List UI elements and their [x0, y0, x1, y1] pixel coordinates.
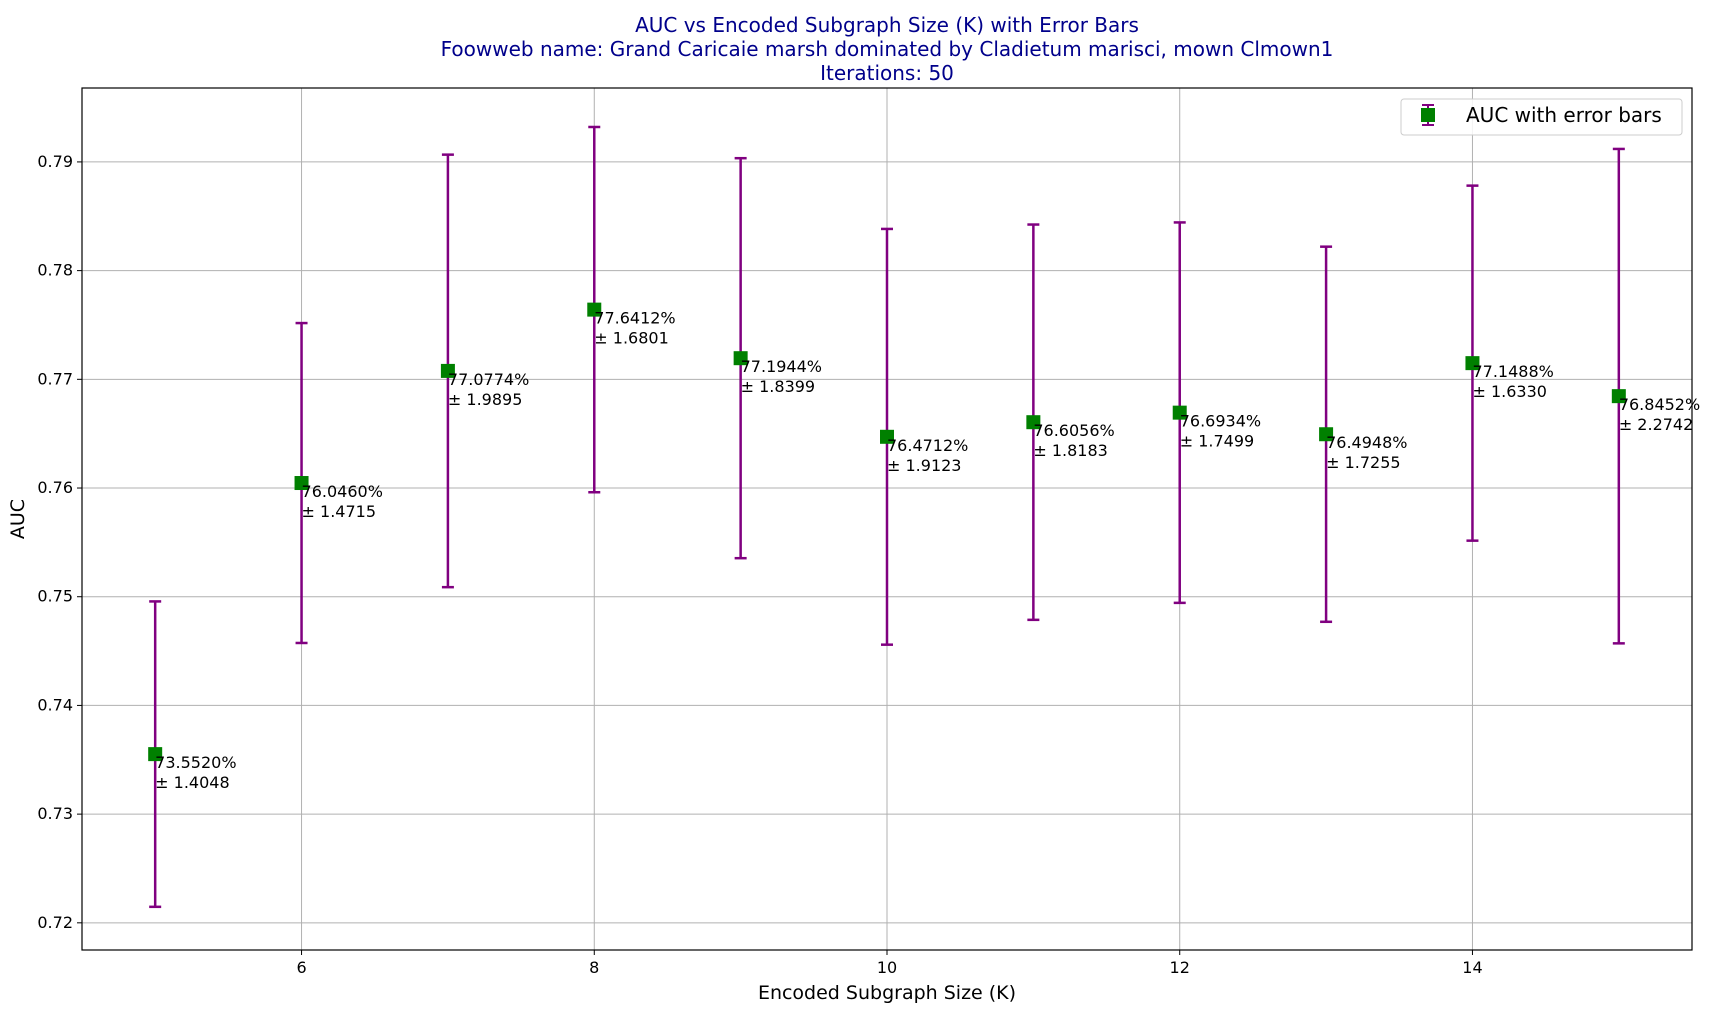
data-point-marker: [880, 429, 894, 444]
x-tick-label: 6: [296, 958, 306, 977]
title-line-3: Iterations: 50: [820, 61, 954, 85]
data-label-percent: 77.1944%: [741, 357, 822, 376]
data-label-error: ± 1.6330: [1472, 382, 1546, 401]
data-label-error: ± 1.7255: [1326, 453, 1400, 472]
data-label-percent: 77.6412%: [594, 309, 675, 328]
data-label-percent: 76.6056%: [1033, 421, 1114, 440]
data-label-percent: 77.1488%: [1472, 362, 1553, 381]
legend-label: AUC with error bars: [1466, 103, 1662, 127]
ticks: 6 8 10 12 14 0.72 0.73 0.74 0.75 0.76 0.77 0.78 0.79: [37, 152, 1482, 977]
data-label-percent: 76.6934%: [1180, 412, 1261, 431]
legend: AUC with error bars: [1400, 98, 1683, 136]
x-tick-label: 8: [589, 958, 599, 977]
data-label-error: ± 1.7499: [1180, 432, 1254, 451]
x-axis-label: Encoded Subgraph Size (K): [758, 982, 1016, 1004]
x-tick-label: 10: [877, 958, 897, 977]
data-label-error: ± 1.9895: [448, 390, 522, 409]
data-label-percent: 76.4712%: [887, 436, 968, 455]
y-tick-label: 0.72: [37, 913, 73, 932]
chart-title: AUC vs Encoded Subgraph Size (K) with Er…: [441, 13, 1334, 85]
data-markers: [148, 302, 1626, 762]
data-point-marker: [733, 351, 748, 366]
data-point-marker: [1026, 415, 1041, 430]
data-label-error: ± 1.6801: [594, 329, 668, 348]
data-label-percent: 76.4948%: [1326, 433, 1407, 452]
data-label-error: ± 2.2742: [1619, 415, 1693, 434]
data-point-marker: [1465, 356, 1480, 371]
data-labels: 73.5520%± 1.4048 76.0460%± 1.4715 77.0774%…: [155, 309, 1700, 793]
data-label-percent: 73.5520%: [155, 753, 236, 772]
title-line-1: AUC vs Encoded Subgraph Size (K) with Er…: [635, 13, 1139, 37]
data-point-marker: [587, 302, 602, 317]
y-tick-label: 0.74: [37, 695, 73, 714]
data-point-marker: [1319, 427, 1334, 442]
data-label-error: ± 1.8183: [1033, 441, 1107, 460]
data-label-percent: 76.0460%: [302, 482, 383, 501]
y-axis-label: AUC: [7, 499, 29, 539]
data-point-marker: [440, 363, 455, 378]
y-tick-label: 0.78: [37, 261, 73, 280]
data-point-marker: [1611, 389, 1626, 404]
plot-frame: [81, 87, 1693, 951]
data-label-error: ± 1.8399: [741, 377, 815, 396]
legend-marker-icon: [1421, 108, 1435, 122]
data-point-marker: [1172, 405, 1187, 420]
data-label-percent: 76.8452%: [1619, 395, 1700, 414]
data-point-marker: [148, 747, 163, 762]
data-label-error: ± 1.4048: [155, 773, 229, 792]
legend-symbol: [1421, 104, 1435, 126]
title-line-2: Foowweb name: Grand Caricaie marsh domin…: [441, 37, 1334, 61]
data-point-marker: [294, 476, 309, 491]
y-tick-label: 0.77: [37, 369, 73, 388]
data-label-error: ± 1.9123: [887, 456, 961, 475]
legend-box: [1400, 98, 1683, 136]
y-tick-label: 0.75: [37, 587, 73, 606]
x-tick-label: 12: [1170, 958, 1190, 977]
x-tick-label: 14: [1462, 958, 1482, 977]
y-tick-label: 0.79: [37, 152, 73, 171]
data-label-error: ± 1.4715: [302, 502, 376, 521]
data-label-percent: 77.0774%: [448, 370, 529, 389]
y-tick-label: 0.76: [37, 478, 73, 497]
y-tick-label: 0.73: [37, 804, 73, 823]
